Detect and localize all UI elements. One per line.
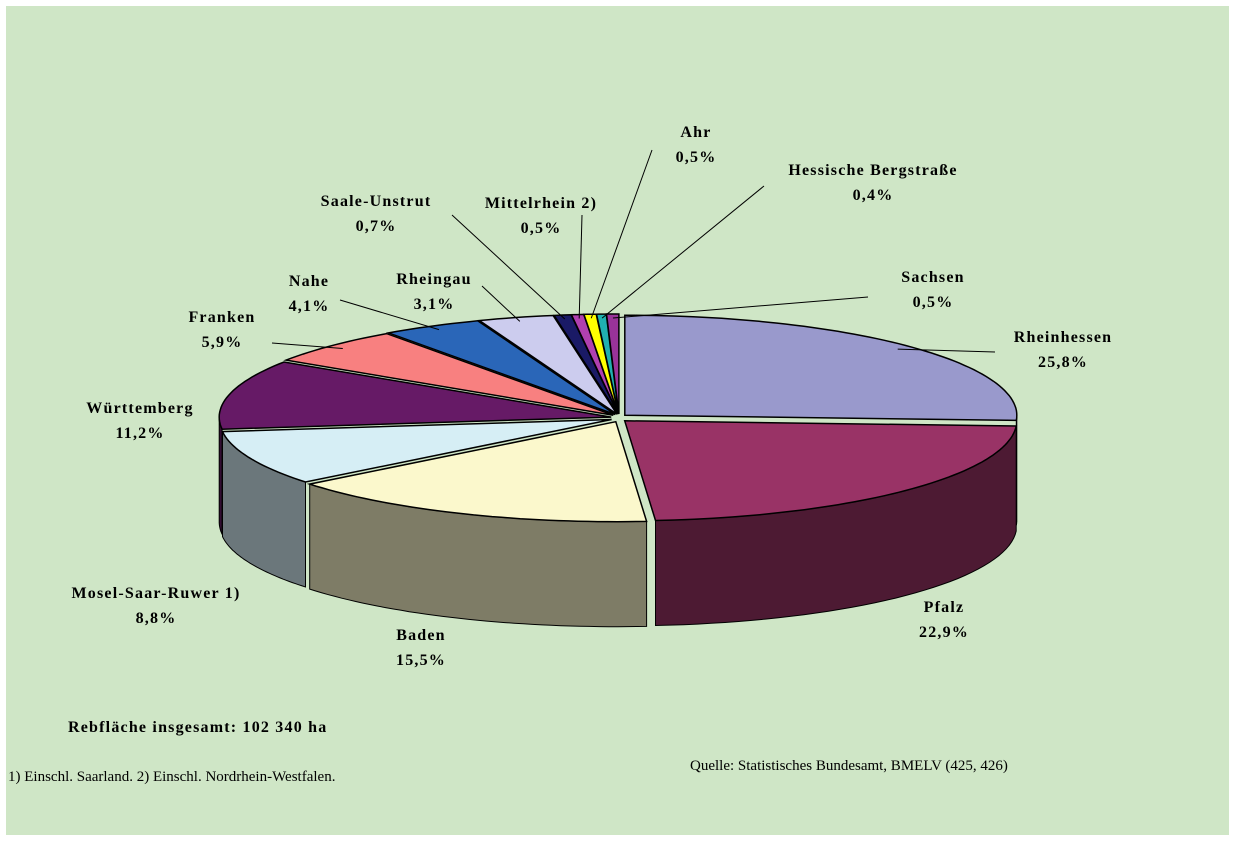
slice-label: Baden (396, 627, 446, 644)
footnote: 1) Einschl. Saarland. 2) Einschl. Nordrh… (8, 769, 335, 785)
leader-line (339, 299, 440, 331)
slice-label: Ahr (680, 124, 711, 141)
slice (283, 332, 614, 416)
value-label: 0,7% (356, 218, 397, 235)
slice-label: Württemberg (86, 400, 193, 417)
slice (221, 418, 612, 483)
value-label: 8,8% (136, 610, 177, 627)
leader-line (601, 185, 765, 319)
leader-line (612, 296, 869, 319)
value-label: 22,9% (919, 624, 969, 641)
slice (623, 420, 1018, 522)
leader-line (590, 149, 653, 319)
slice-side (218, 417, 223, 536)
value-label: 4,1% (289, 298, 330, 315)
slice-label: Mosel-Saar-Ruwer 1) (72, 585, 241, 602)
slice-label: Rheinhessen (1014, 329, 1113, 346)
slice (306, 420, 648, 523)
slice (624, 314, 1018, 422)
slice-label: Sachsen (901, 269, 965, 286)
slice-label: Hessische Bergstraße (788, 162, 957, 179)
slice-label: Pfalz (924, 599, 965, 616)
value-label: 0,5% (913, 294, 954, 311)
leader-line (578, 214, 583, 319)
value-label: 5,9% (202, 334, 243, 351)
leader-line (451, 214, 566, 320)
background (6, 6, 1229, 835)
leader-line (897, 348, 996, 353)
leader-line (271, 342, 343, 349)
source: Quelle: Statistisches Bundesamt, BMELV (… (690, 758, 1008, 774)
leader-line (481, 285, 521, 322)
slice-label: Nahe (289, 273, 329, 290)
value-label: 0,5% (676, 149, 717, 166)
value-label: 15,5% (396, 652, 446, 669)
slice-label: Franken (188, 309, 255, 326)
value-label: 25,8% (1038, 354, 1088, 371)
slice-label: Rheingau (396, 271, 471, 288)
slice (218, 361, 612, 430)
value-label: 0,4% (853, 187, 894, 204)
slice-sides (218, 415, 1018, 628)
value-label: 3,1% (414, 296, 455, 313)
slice-tops (218, 313, 1018, 523)
value-label: 11,2% (115, 425, 164, 442)
slice (385, 320, 616, 416)
total-note: Rebfläche insgesamt: 102 340 ha (68, 719, 327, 736)
slice-label: Saale-Unstrut (321, 193, 432, 210)
slice-label: Mittelrhein 2) (485, 195, 597, 212)
value-label: 0,5% (521, 220, 562, 237)
